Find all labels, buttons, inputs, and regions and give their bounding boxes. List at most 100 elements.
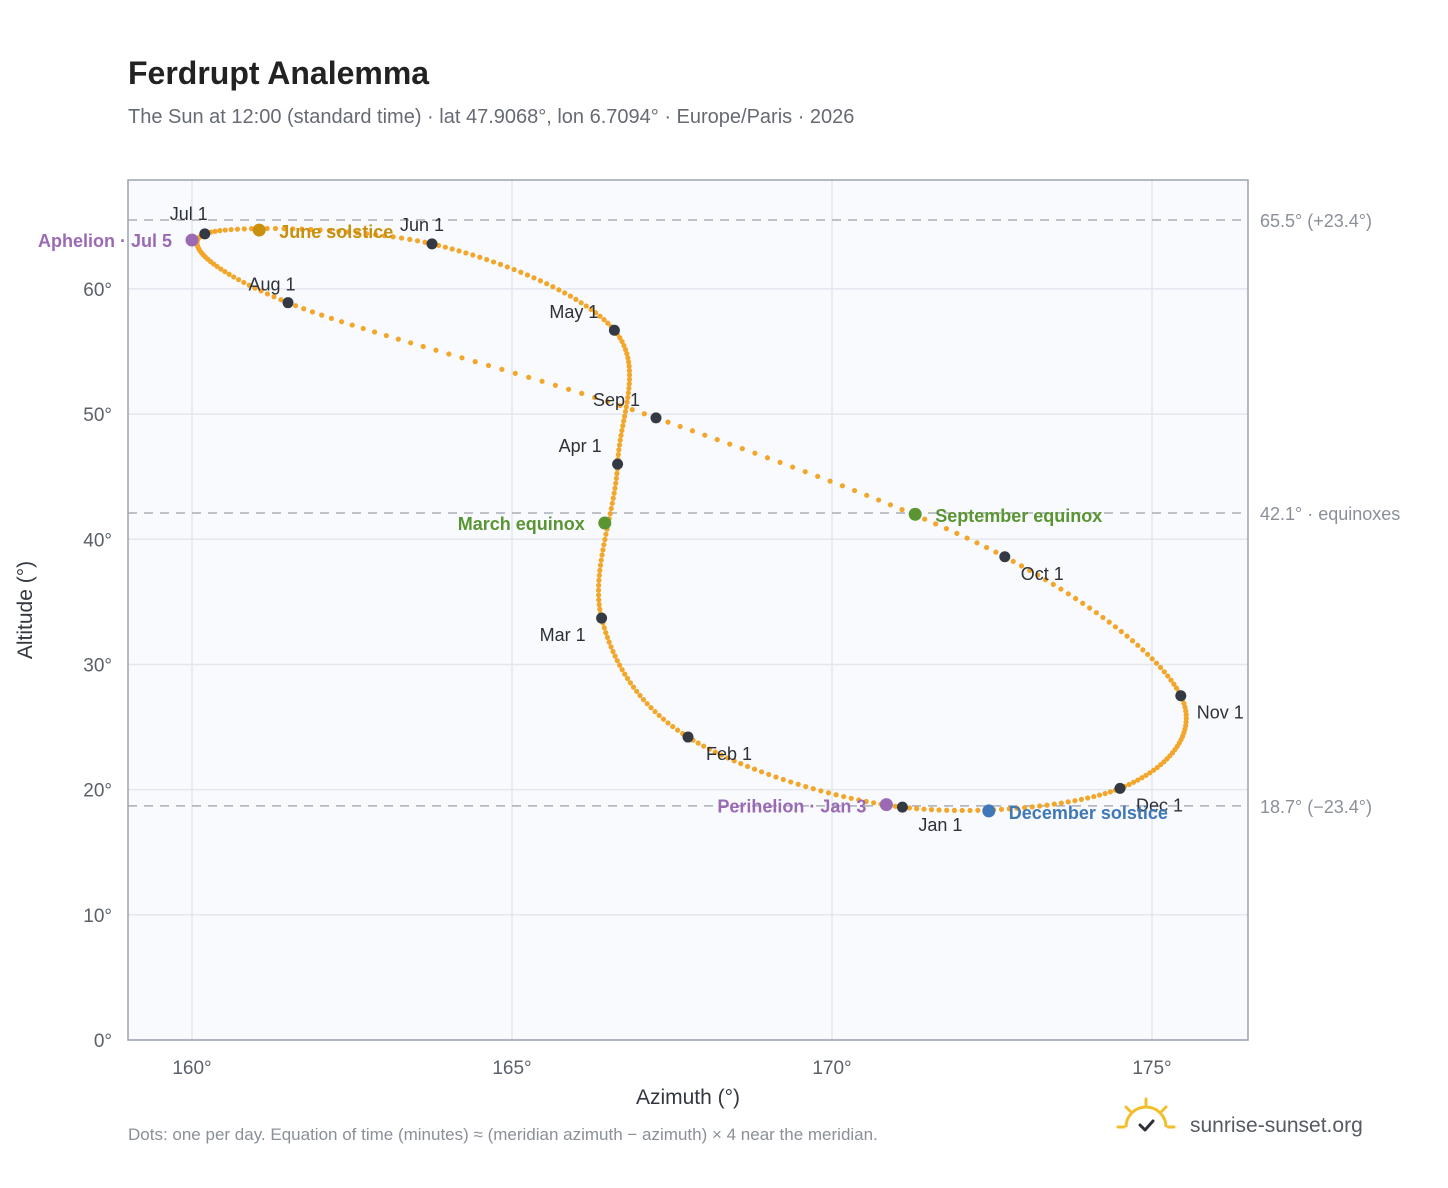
daily-sun-dot bbox=[1042, 577, 1049, 583]
daily-sun-dot bbox=[603, 630, 609, 636]
daily-sun-dot bbox=[1161, 669, 1167, 675]
sun-logo-icon[interactable] bbox=[1116, 1097, 1176, 1132]
daily-sun-dot bbox=[984, 544, 990, 551]
month-markers bbox=[185, 223, 1187, 818]
daily-sun-dot bbox=[463, 250, 469, 256]
daily-sun-dot bbox=[390, 234, 396, 240]
daily-sun-dot bbox=[677, 423, 683, 430]
daily-sun-dot bbox=[1058, 800, 1064, 806]
daily-sun-dot bbox=[605, 320, 611, 326]
daily-sun-dot bbox=[354, 230, 360, 236]
daily-sun-dot bbox=[588, 306, 594, 312]
daily-sun-dot bbox=[944, 807, 950, 813]
daily-sun-dot bbox=[485, 362, 492, 369]
month-label: Apr 1 bbox=[559, 436, 602, 456]
daily-sun-dot bbox=[597, 313, 603, 319]
daily-sun-dot bbox=[951, 807, 958, 813]
daily-sun-dot bbox=[518, 269, 524, 275]
daily-sun-dot bbox=[1124, 633, 1130, 639]
daily-sun-dot bbox=[1140, 647, 1146, 653]
event-label: Perihelion · Jan 3 bbox=[717, 797, 866, 817]
daily-sun-dot bbox=[731, 758, 737, 764]
daily-sun-dot bbox=[964, 535, 970, 541]
daily-sun-dot bbox=[598, 557, 604, 563]
daily-sun-dot bbox=[626, 385, 632, 392]
daily-sun-dot bbox=[1018, 563, 1025, 569]
daily-sun-dot bbox=[579, 390, 585, 396]
chart-subtitle: The Sun at 12:00 (standard time) · lat 4… bbox=[128, 106, 854, 128]
daily-sun-dot bbox=[372, 232, 379, 238]
y-tick-label: 10° bbox=[83, 906, 112, 927]
daily-sun-dot bbox=[625, 390, 632, 396]
daily-sun-dot bbox=[1065, 591, 1071, 597]
event-marker bbox=[908, 507, 922, 521]
daily-sun-dot bbox=[222, 269, 228, 275]
daily-sun-dot bbox=[217, 228, 223, 234]
daily-sun-dot bbox=[1091, 793, 1097, 800]
daily-sun-dot bbox=[652, 708, 658, 715]
daily-sun-dot bbox=[620, 423, 626, 429]
daily-sun-dot bbox=[383, 332, 389, 339]
daily-sun-dot bbox=[626, 368, 633, 374]
daily-sun-dot bbox=[827, 478, 833, 484]
y-tick-label: 50° bbox=[83, 405, 112, 426]
daily-sun-dot bbox=[1065, 799, 1071, 805]
daily-sun-dot bbox=[974, 540, 980, 546]
y-tick-label: 30° bbox=[83, 655, 112, 676]
month-marker bbox=[282, 297, 294, 309]
month-marker bbox=[1175, 690, 1187, 702]
daily-sun-dot bbox=[511, 266, 517, 273]
daily-sun-dot bbox=[1126, 781, 1132, 788]
daily-sun-dot bbox=[264, 225, 270, 232]
daily-sun-dot bbox=[281, 226, 287, 232]
daily-sun-dot bbox=[803, 783, 809, 790]
daily-sun-dot bbox=[727, 441, 733, 447]
daily-sun-dot bbox=[744, 763, 751, 770]
daily-sun-dot bbox=[615, 451, 621, 458]
month-marker bbox=[682, 731, 694, 743]
daily-sun-dot bbox=[556, 287, 562, 293]
daily-sun-dot bbox=[617, 335, 623, 341]
daily-sun-dot bbox=[606, 639, 612, 645]
event-marker bbox=[982, 804, 996, 818]
daily-sun-dot bbox=[626, 359, 632, 365]
daily-sun-dot bbox=[788, 779, 794, 785]
daily-sun-dot bbox=[442, 244, 448, 250]
daily-sun-dot bbox=[363, 231, 370, 237]
daily-sun-dot bbox=[625, 355, 631, 361]
daily-sun-dot bbox=[597, 606, 603, 612]
daily-sun-dot bbox=[614, 470, 620, 477]
daily-sun-dot bbox=[1051, 801, 1057, 807]
daily-sun-dot bbox=[993, 549, 999, 555]
daily-sun-dot bbox=[751, 766, 758, 772]
daily-sun-dot bbox=[1035, 572, 1041, 578]
x-tick-label: 160° bbox=[172, 1058, 211, 1079]
month-marker bbox=[650, 412, 662, 424]
daily-sun-dot bbox=[1022, 805, 1028, 811]
brand-link[interactable]: sunrise-sunset.org bbox=[1190, 1114, 1363, 1137]
daily-sun-dot bbox=[309, 309, 316, 315]
daily-sun-dot bbox=[595, 592, 602, 598]
daily-sun-dot bbox=[695, 740, 701, 746]
daily-sun-dot bbox=[1183, 715, 1189, 722]
daily-sun-dot bbox=[616, 447, 622, 453]
daily-sun-dot bbox=[624, 675, 631, 682]
daily-sun-dot bbox=[648, 705, 654, 711]
daily-sun-dot bbox=[292, 303, 299, 309]
plot-area bbox=[128, 180, 1248, 1040]
daily-sun-dot bbox=[349, 322, 355, 328]
daily-sun-dot bbox=[271, 294, 277, 300]
daily-sun-dot bbox=[975, 807, 981, 813]
month-label: Jul 1 bbox=[170, 204, 208, 224]
daily-sun-dot bbox=[616, 442, 623, 448]
daily-sun-dot bbox=[236, 277, 242, 283]
daily-sun-dot bbox=[1153, 660, 1160, 666]
daily-sun-dot bbox=[833, 792, 839, 798]
daily-sun-dot bbox=[864, 492, 870, 498]
daily-sun-dot bbox=[228, 226, 234, 233]
daily-sun-dot bbox=[899, 506, 905, 513]
daily-sun-dot bbox=[644, 701, 650, 707]
daily-sun-dot bbox=[1130, 779, 1137, 785]
daily-sun-dot bbox=[583, 303, 589, 309]
